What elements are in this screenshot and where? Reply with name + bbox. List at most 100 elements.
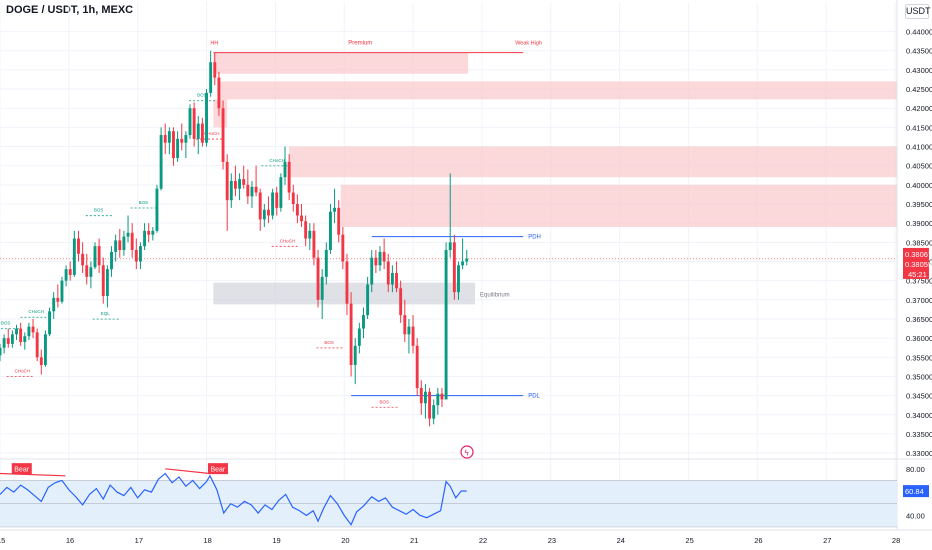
price-tick-label: 0.41000 [906,143,932,152]
candle-body [271,192,275,216]
time-tick-label: 23 [548,536,556,545]
candle-body [176,138,180,159]
price-tick-label: 0.33000 [906,449,932,458]
rsi-line [0,472,467,526]
candle-body [324,249,328,277]
candle-body [167,131,171,143]
candle-body [295,204,299,216]
candle-body [143,230,147,247]
candle-body [440,393,444,400]
candle-body [328,211,332,250]
candle-body [386,261,390,285]
price-tick-label: 0.42500 [906,85,932,94]
structure-marker: Weak High [515,41,542,47]
price-tick-label: 0.43500 [906,47,932,56]
structure-label: BOS [197,93,207,98]
candle-body [349,303,353,365]
candle-body [370,257,374,285]
candle-body [374,257,378,266]
candle-body [395,272,398,289]
time-tick-label: 27 [823,536,831,545]
price-tick-label: 0.38500 [906,238,932,247]
candle-body [320,276,324,300]
candle-body [6,338,10,344]
supply-zone [220,81,898,100]
candle-body [138,246,142,262]
price-tick-label: 0.36000 [906,334,932,343]
candle-body [89,267,93,277]
candle-body [10,334,14,344]
time-tick-label: 15 [0,536,5,545]
price-tick-label: 0.33500 [906,430,932,439]
time-tick-label: 20 [341,536,349,545]
candle-body [200,123,204,143]
rsi-divergence-line [0,472,66,477]
candle-body [196,123,200,139]
candle-body [217,77,221,109]
candle-body [48,311,52,335]
candle-body [23,336,27,342]
time-tick-label: 17 [135,536,143,545]
candle-body [114,240,118,252]
candle-body [130,232,134,250]
time-tick-label: 22 [479,536,487,545]
candle-body [457,265,460,293]
candle-body [155,188,159,231]
candle-body [407,326,411,335]
candle-body [60,280,64,302]
candle-body [81,253,85,266]
price-tick-label: 0.35500 [906,353,932,362]
supply-zone [340,184,897,228]
candle-body [341,234,345,262]
candle-body [118,240,122,250]
current-price-label: 0.38067 [905,250,932,259]
candle-body [246,184,250,197]
structure-label: BOS [139,200,149,205]
candle-body [205,92,208,143]
bear-badge [11,463,32,475]
rsi-divergence-line [165,468,211,475]
price-tick-label: 0.39000 [906,219,932,228]
level-label: PDL [528,394,540,400]
candle-body [362,315,365,329]
currency-button[interactable]: USDT [905,4,931,19]
candle-body [353,345,357,365]
candle-body [283,161,287,178]
candle-body [345,261,349,304]
structure-label: EQL [101,311,111,316]
rsi-tick-label: 40.00 [906,511,925,520]
candle-body [378,251,382,266]
candle-body [279,177,283,208]
current-price-label: 0.38055 [905,260,932,269]
current-price-badge [903,247,929,279]
price-tick-label: 0.39500 [906,200,932,209]
candle-body [411,326,415,346]
time-tick-label: 18 [204,536,212,545]
candle-body [56,297,60,302]
price-tick-label: 0.42000 [906,104,932,113]
candle-body [300,215,303,222]
candle-body [250,186,254,197]
candle-body [2,338,6,348]
candle-body [238,179,242,189]
structure-label: CHoCH [280,238,296,243]
time-tick-label: 21 [410,536,418,545]
candle-body [43,334,47,365]
price-tick-label: 0.43000 [906,66,932,75]
candle-body [304,221,308,239]
candle-body [39,357,43,365]
candle-body [110,251,113,270]
candle-body [172,131,175,159]
candle-body [221,108,225,162]
candle-body [19,328,23,342]
price-tick-label: 0.34000 [906,411,932,420]
time-tick-label: 28 [892,536,900,545]
candle-body [399,288,403,316]
countdown-label: 45:21 [908,270,927,279]
candle-body [105,269,109,296]
time-tick-label: 25 [685,536,693,545]
candle-body [126,232,130,237]
candle-body [465,258,469,262]
